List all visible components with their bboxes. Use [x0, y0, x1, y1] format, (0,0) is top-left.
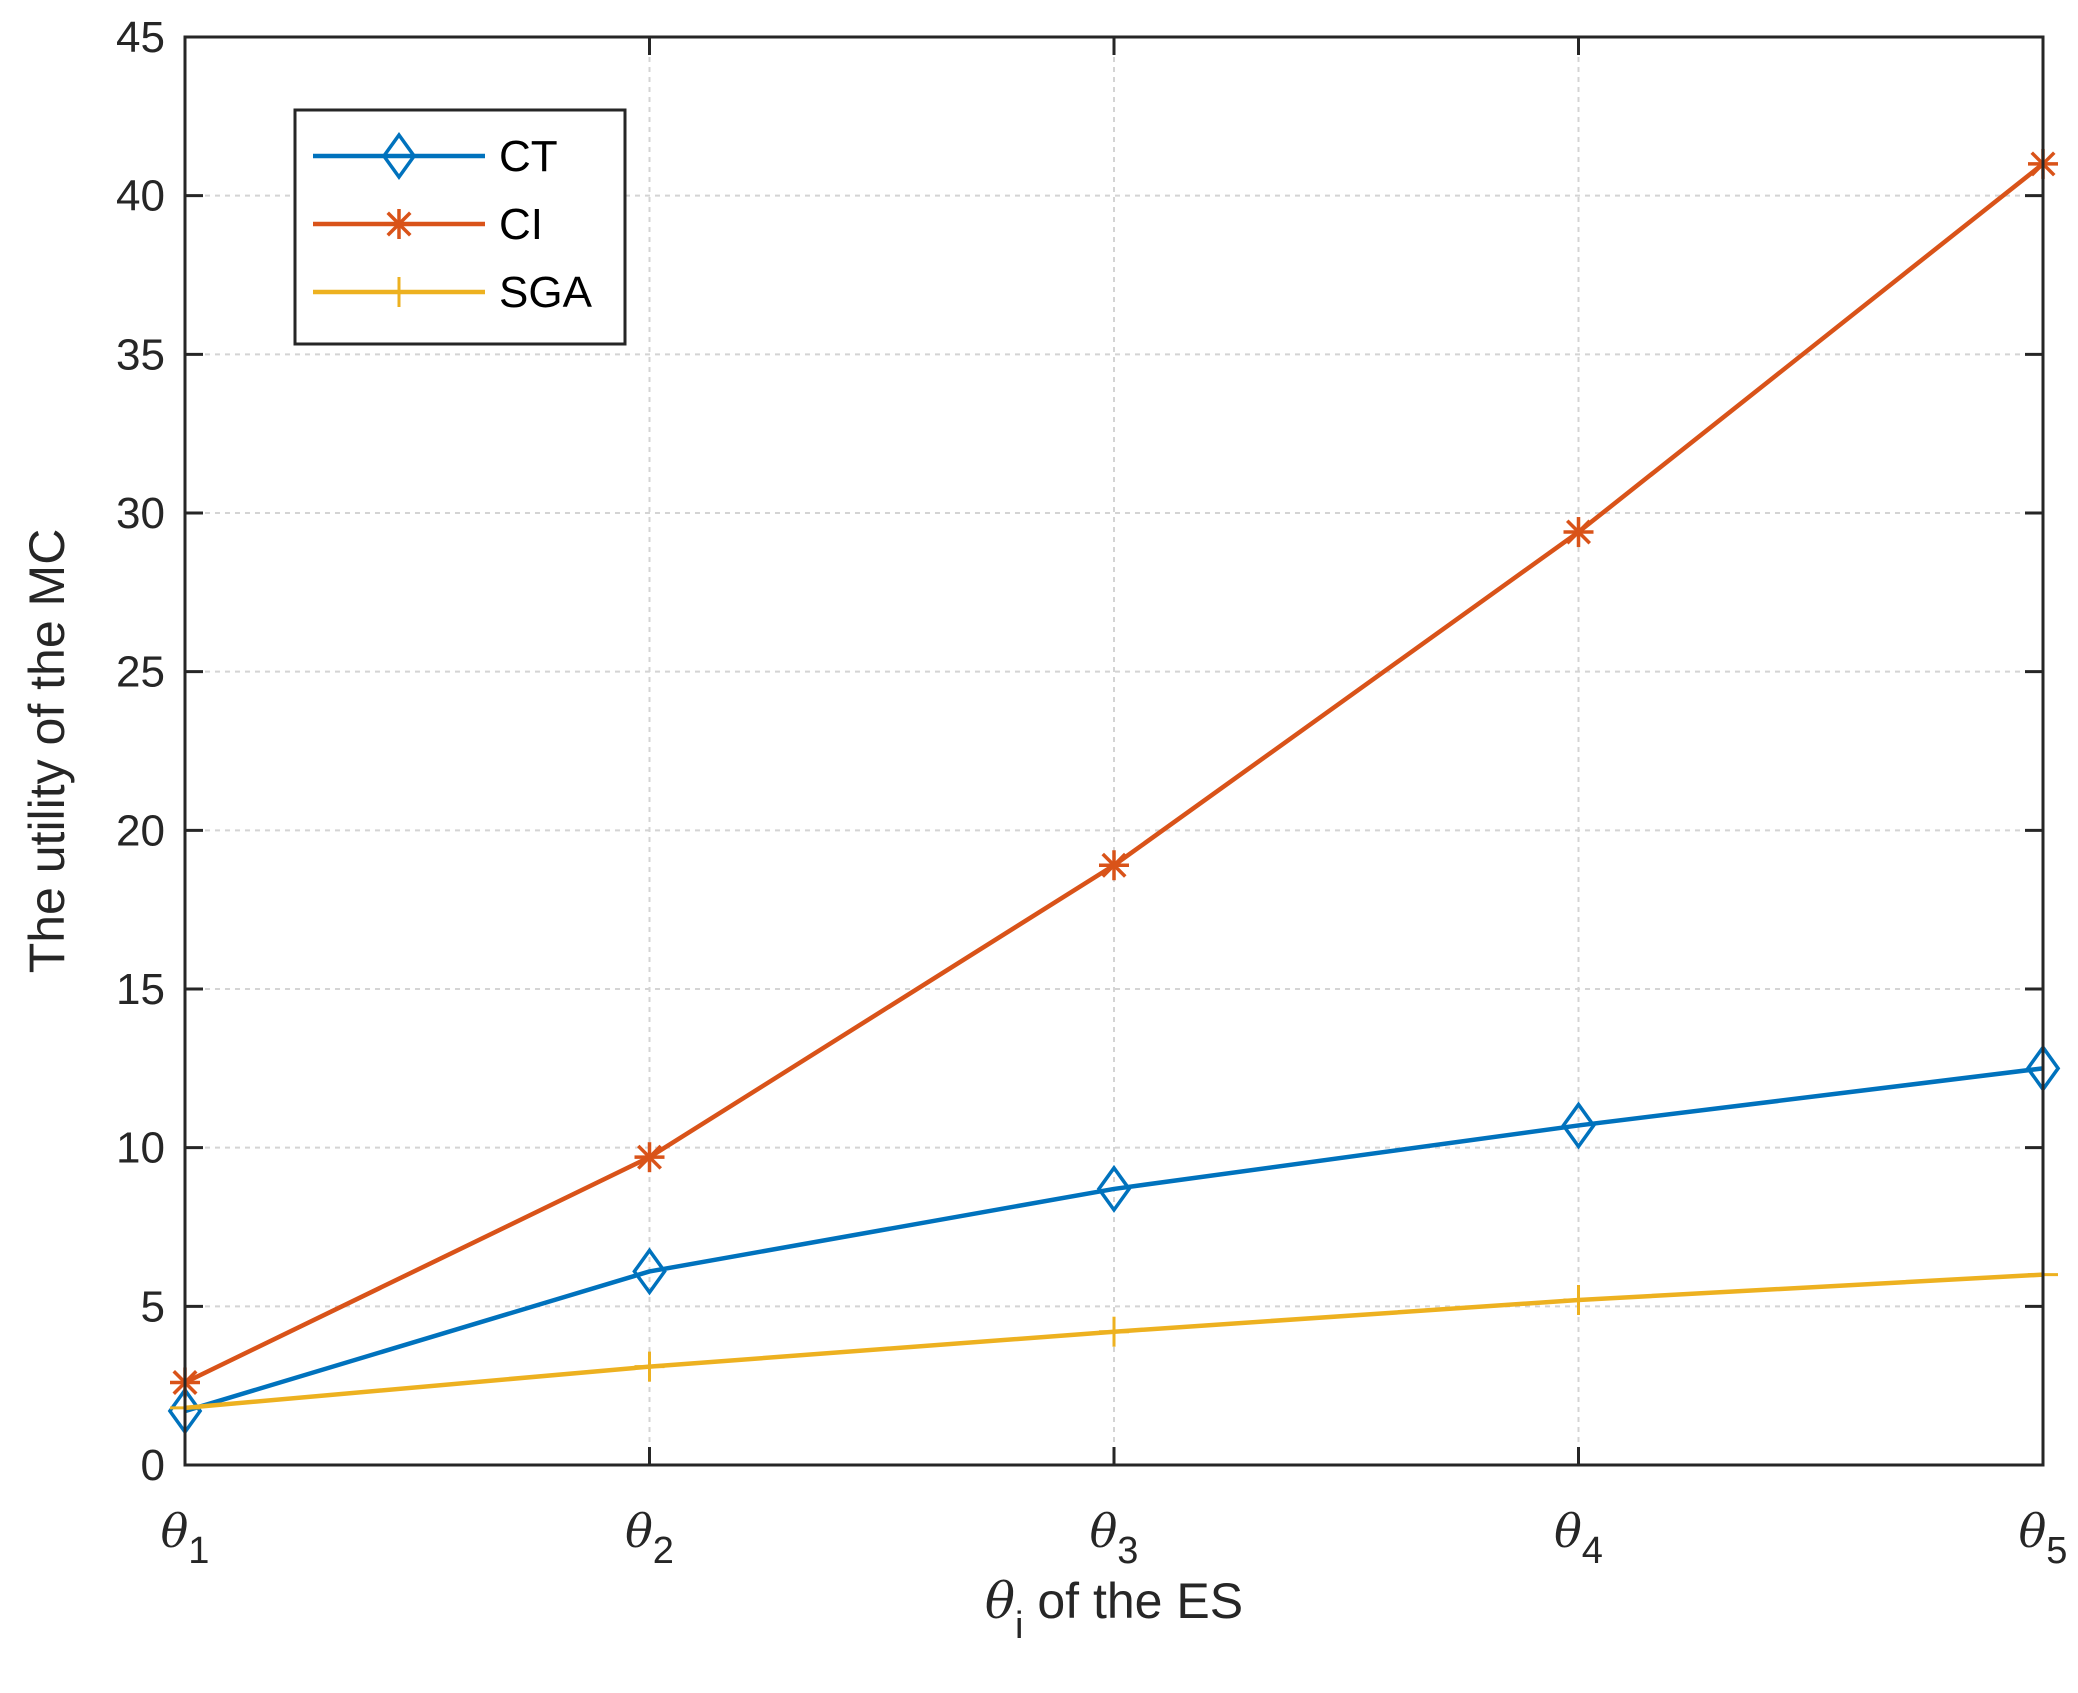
legend-label: CI	[499, 200, 543, 249]
data-point-marker	[381, 132, 417, 180]
x-tick-label-symbol: θ	[2019, 1504, 2047, 1558]
data-point-marker	[634, 1351, 665, 1382]
data-point-marker	[384, 277, 414, 307]
y-tick-label: 20	[116, 806, 165, 855]
y-tick-label: 25	[116, 648, 165, 697]
x-tick-label-symbol: θ	[161, 1504, 189, 1558]
x-tick-labels: θ1 θ2 θ3 θ4 θ5	[161, 1504, 2068, 1572]
grid	[185, 37, 2043, 1465]
x-tick-label-symbol: θ	[1090, 1504, 1118, 1558]
legend-box	[293, 108, 627, 346]
legend-item-sga: SGA	[313, 268, 593, 317]
x-tick-label-sub: 4	[1582, 1530, 1603, 1572]
x-tick-label-sub: 1	[188, 1530, 209, 1572]
data-point-marker	[384, 209, 414, 239]
x-axis-title: θi of the ES	[985, 1572, 1243, 1647]
y-tick-label: 5	[141, 1282, 165, 1331]
y-tick-label: 40	[116, 172, 165, 221]
x-tick-label-sub: 2	[653, 1530, 674, 1572]
y-tick-label: 15	[116, 965, 165, 1014]
data-point-marker	[1096, 1164, 1132, 1213]
y-tick-label: 35	[116, 330, 165, 379]
y-tick-label: 30	[116, 489, 165, 538]
series-layer	[167, 148, 2061, 1436]
data-point-marker	[1099, 850, 1129, 881]
x-tick-label-sub: 5	[2046, 1530, 2067, 1572]
x-tick-label: θ3	[1090, 1504, 1139, 1572]
y-axis-title: The utility of the MC	[19, 529, 75, 974]
data-point-marker	[1099, 1316, 1129, 1347]
legend-label: CT	[499, 132, 558, 181]
y-tick-label: 0	[141, 1441, 165, 1490]
x-tick-label: θ2	[625, 1504, 674, 1572]
data-point-marker	[1563, 1284, 1594, 1315]
x-axis-title-space	[1023, 1573, 1037, 1629]
x-tick-label: θ5	[2019, 1504, 2068, 1572]
data-point-marker	[632, 1247, 667, 1296]
x-tick-label-symbol: θ	[625, 1504, 653, 1558]
marker-stroke	[637, 1144, 662, 1170]
marker-stroke	[386, 211, 412, 237]
series-line-ct	[184, 1066, 2044, 1414]
x-tick-label-symbol: θ	[1554, 1504, 1582, 1558]
legend-item-ct: CT	[313, 132, 558, 181]
legend-item-ci: CI	[313, 200, 543, 249]
x-axis-title-sub: i	[1015, 1605, 1023, 1647]
marker-stroke	[1566, 519, 1591, 545]
x-axis-title-text: of the ES	[1037, 1573, 1243, 1629]
legend: CT CI SGA	[293, 108, 627, 346]
data-point-marker	[634, 1142, 665, 1173]
x-tick-label: θ1	[161, 1504, 210, 1572]
ticks	[183, 35, 2045, 1467]
x-tick-label: θ4	[1554, 1504, 1603, 1572]
y-tick-label: 45	[116, 13, 165, 62]
data-point-marker	[1561, 1101, 1596, 1150]
legend-label: SGA	[499, 268, 593, 317]
x-tick-label-sub: 3	[1117, 1530, 1138, 1572]
marker-stroke	[1101, 852, 1127, 878]
y-tick-labels: 0 5 10 15 20 25 30 35 40 45	[116, 13, 165, 1490]
data-point-marker	[1563, 517, 1594, 548]
y-tick-label: 10	[116, 1124, 165, 1173]
x-axis-title-symbol: θ	[985, 1572, 1015, 1630]
